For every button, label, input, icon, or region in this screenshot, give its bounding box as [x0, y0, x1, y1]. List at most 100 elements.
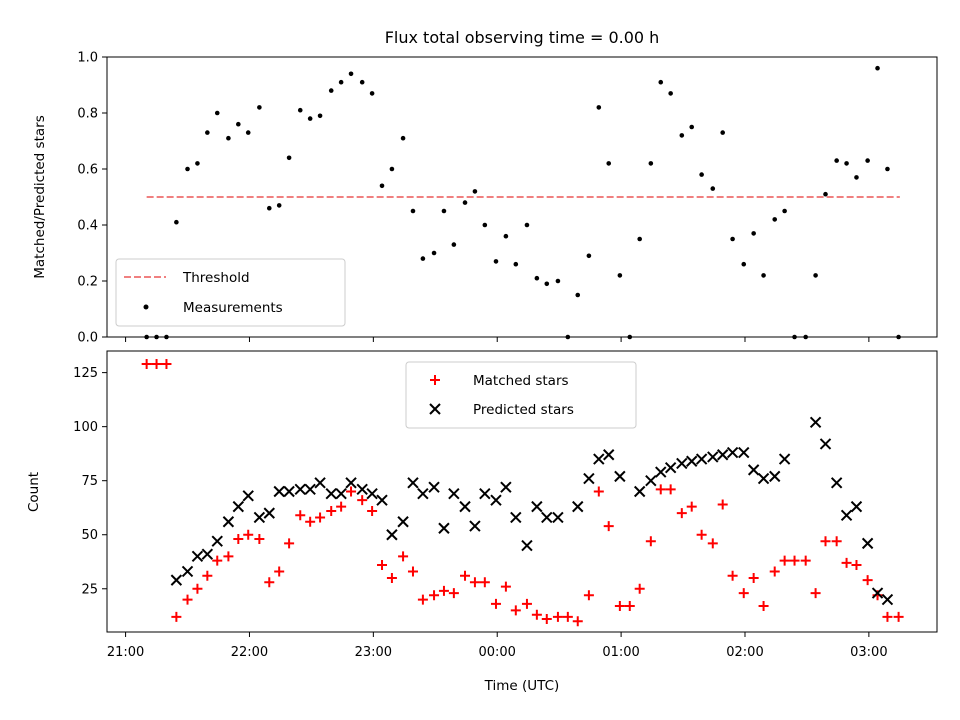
measurements-series	[144, 65, 901, 340]
predicted-stars-point	[583, 472, 595, 485]
measurement-point	[513, 261, 519, 267]
measurement-point	[195, 161, 200, 166]
predicted-stars-point	[428, 481, 440, 493]
predicted-stars-point	[438, 522, 450, 534]
matched-stars-point	[541, 614, 552, 625]
measurement-point	[782, 208, 787, 214]
predicted-stars-point	[778, 453, 791, 465]
measurement-point	[544, 281, 550, 287]
matched-stars-point	[326, 505, 337, 516]
matched-stars-point	[831, 536, 842, 547]
measurement-point	[617, 273, 623, 278]
predicted-stars-point	[541, 511, 553, 524]
matched-stars-point	[645, 536, 656, 547]
predicted-stars-point	[273, 485, 285, 498]
ratio-plot-frame	[106, 56, 938, 338]
predicted-stars-point	[614, 470, 626, 483]
ratio-y-tick-label: 0.4	[77, 219, 98, 234]
matched-stars-point	[479, 577, 490, 588]
ratio-legend: Threshold Measurements	[115, 258, 346, 327]
measurement-point	[276, 203, 282, 208]
legend-measurements-swatch	[143, 304, 149, 310]
count-x-tick-label: 00:00	[478, 645, 515, 660]
measurement-point	[185, 166, 190, 172]
predicted-stars-point	[386, 529, 398, 541]
measurement-point	[637, 236, 642, 242]
predicted-stars-point	[283, 485, 295, 498]
matched-stars-point	[593, 486, 604, 497]
measurement-point	[266, 205, 272, 211]
measurement-point	[555, 278, 561, 284]
matched-stars-point	[274, 566, 285, 577]
matched-stars-point	[696, 529, 707, 540]
predicted-stars-point	[263, 507, 275, 519]
count-x-tick-label: 03:00	[850, 645, 887, 660]
matched-stars-point	[583, 590, 594, 601]
matched-stars-point	[707, 538, 718, 549]
measurement-point	[389, 166, 395, 172]
count-x-tick-label: 01:00	[602, 645, 639, 660]
predicted-stars-point	[242, 490, 254, 502]
legend-threshold-label: Threshold	[182, 270, 250, 286]
matched-stars-point	[295, 510, 306, 521]
predicted-stars-point	[500, 481, 512, 493]
predicted-stars-point	[645, 474, 657, 487]
measurement-point	[689, 124, 695, 130]
predicted-stars-point	[191, 550, 204, 563]
matched-stars-point	[758, 601, 769, 612]
predicted-stars-point	[726, 446, 739, 459]
count-x-tick-label: 22:00	[231, 645, 268, 660]
matched-stars-point	[500, 581, 511, 592]
count-legend-box	[405, 361, 637, 429]
matched-stars-point	[460, 570, 471, 581]
measurement-point	[431, 250, 437, 256]
predicted-stars-point	[769, 470, 781, 483]
measurement-point	[751, 231, 756, 236]
matched-stars-point	[572, 616, 583, 627]
matched-stars-point	[634, 583, 645, 594]
measurement-point	[761, 273, 766, 278]
predicted-stars-point	[448, 487, 460, 500]
count-legend: Matched stars Predicted stars	[405, 361, 637, 429]
predicted-stars-point	[397, 516, 409, 528]
measurement-point	[679, 133, 685, 138]
predicted-stars-point	[407, 477, 419, 489]
count-y-tick-label: 25	[81, 582, 98, 597]
ratio-y-tick-label: 1.0	[77, 51, 98, 66]
matched-stars-point	[377, 559, 388, 570]
measurement-point	[586, 253, 592, 259]
ratio-legend-box	[115, 258, 346, 327]
matched-stars-point	[882, 611, 893, 622]
predicted-stars-point	[345, 477, 357, 489]
measurement-point	[482, 222, 488, 228]
predicted-stars-point	[572, 500, 584, 513]
measurement-point	[606, 161, 612, 166]
matched-stars-point	[820, 536, 831, 547]
measurement-point	[844, 161, 849, 166]
measurement-point	[174, 219, 179, 225]
predicted-stars-point	[366, 487, 378, 500]
measurement-point	[297, 107, 303, 113]
count-y-axis-label: Count	[26, 472, 42, 512]
measurement-point	[596, 105, 602, 110]
matched-stars-point	[367, 505, 378, 516]
legend-matched-swatch	[430, 375, 440, 385]
measurement-point	[205, 130, 210, 135]
matched-stars-point	[603, 521, 614, 532]
predicted-stars-point	[304, 483, 316, 496]
matched-stars-point	[614, 601, 625, 612]
matched-stars-point	[336, 501, 347, 512]
ratio-y-ticks: 0.0 0.2 0.4 0.6 0.8 1.0	[77, 51, 107, 346]
x-axis-label: Time (UTC)	[484, 678, 560, 694]
predicted-stars-point	[747, 464, 760, 476]
count-x-tick-label: 21:00	[107, 645, 144, 660]
matched-stars-series	[141, 358, 904, 627]
measurement-point	[245, 130, 251, 135]
measurement-point	[338, 79, 344, 85]
matched-stars-point	[624, 601, 635, 612]
matched-stars-point	[655, 484, 666, 495]
legend-predicted-label: Predicted stars	[473, 402, 574, 418]
predicted-stars-point	[757, 472, 770, 485]
matched-stars-point	[469, 577, 480, 588]
